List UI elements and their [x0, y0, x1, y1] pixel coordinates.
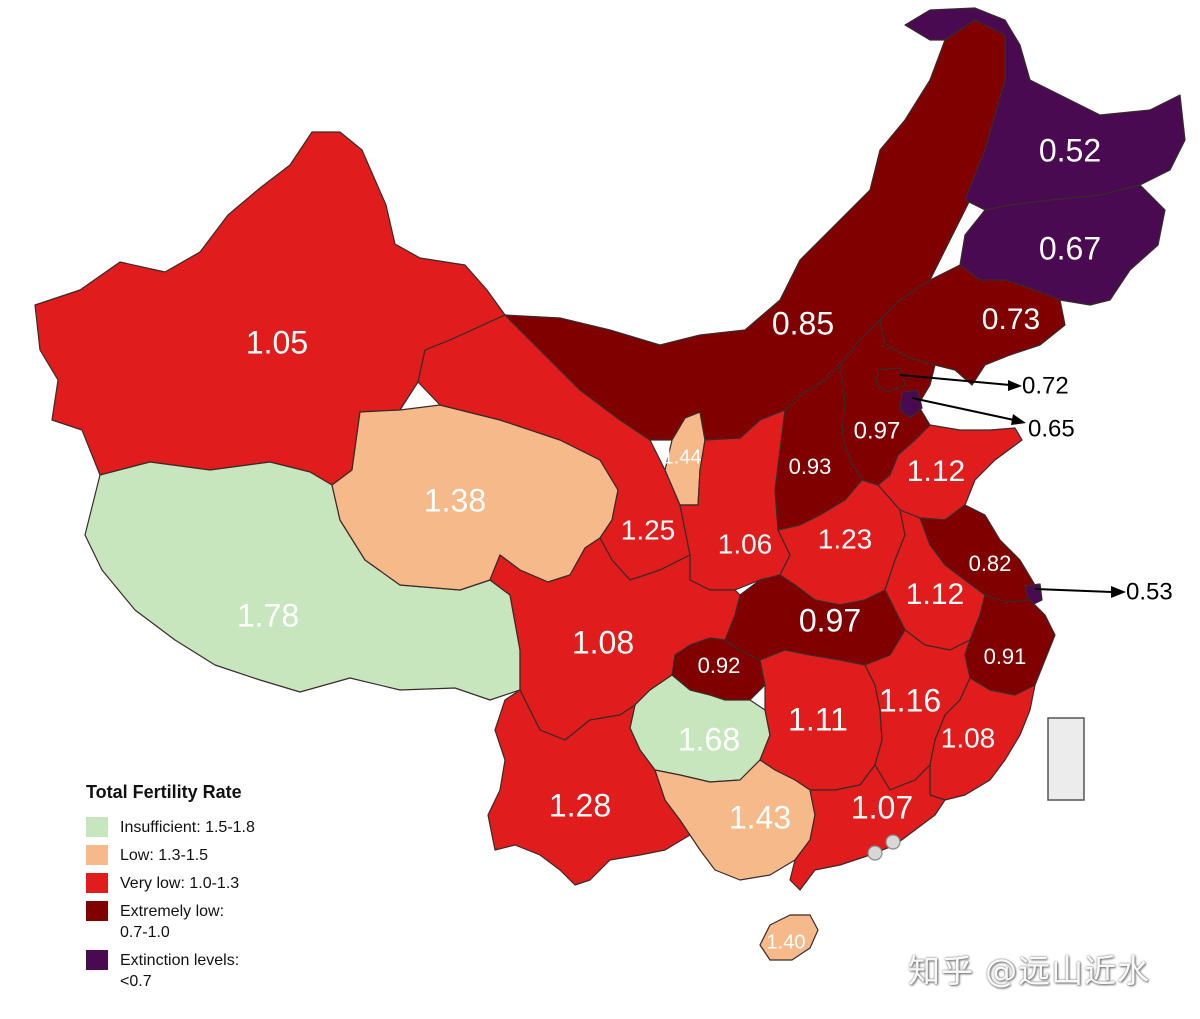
legend-swatch-extinction: [86, 950, 108, 970]
label-jiangxi: 1.16: [879, 682, 941, 718]
legend-label-very-low: Very low: 1.0-1.3: [120, 875, 240, 892]
callout-arrow-tianjin: [911, 397, 1015, 421]
label-hubei: 0.97: [799, 602, 861, 638]
label-ningxia: 1.44: [663, 446, 702, 468]
taiwan-placeholder: [1047, 717, 1085, 801]
macau-marker: [867, 845, 883, 861]
label-hebei: 0.97: [854, 417, 901, 444]
label-jiangsu: 0.82: [969, 551, 1012, 576]
region-tianjin[interactable]: [899, 389, 923, 419]
label-jilin: 0.67: [1039, 230, 1101, 266]
legend-item-extinction: Extinction levels: <0.7: [86, 950, 326, 992]
legend-label-extinction: Extinction levels: <0.7: [120, 952, 240, 990]
label-shanxi: 0.93: [789, 454, 832, 479]
legend-item-insufficient: Insufficient: 1.5-1.8: [86, 817, 326, 838]
label-fujian: 1.08: [941, 722, 996, 753]
label-xinjiang: 1.05: [246, 324, 308, 360]
legend-swatch-low: [86, 845, 108, 865]
label-guangdong: 1.07: [851, 789, 913, 825]
callout-arrowhead-shanghai: [1111, 586, 1126, 598]
region-hainan[interactable]: [759, 914, 819, 961]
legend-swatch-very-low: [86, 873, 108, 893]
label-inner-mongolia: 0.85: [772, 305, 834, 341]
legend-label-insufficient: Insufficient: 1.5-1.8: [120, 819, 255, 836]
label-hunan: 1.11: [788, 701, 848, 737]
region-guangdong[interactable]: [789, 764, 946, 891]
label-henan: 1.23: [818, 523, 873, 554]
callout-label-beijing: 0.72: [1022, 372, 1069, 399]
region-yunnan[interactable]: [487, 689, 691, 886]
callout-label-tianjin: 0.65: [1028, 415, 1075, 442]
legend-swatch-insufficient: [86, 817, 108, 837]
label-sichuan: 1.08: [572, 624, 634, 660]
region-beijing[interactable]: [875, 367, 906, 393]
label-liaoning: 0.73: [982, 303, 1040, 336]
legend: Total Fertility Rate Insufficient: 1.5-1…: [86, 782, 326, 999]
label-zhejiang: 0.91: [984, 644, 1027, 669]
legend-item-low: Low: 1.3-1.5: [86, 845, 326, 866]
callout-label-shanghai: 0.53: [1126, 578, 1173, 605]
legend-label-extremely-low: Extremely low: 0.7-1.0: [120, 903, 225, 941]
label-heilongjiang: 0.52: [1039, 132, 1101, 168]
label-tibet: 1.78: [237, 597, 299, 633]
label-shandong: 1.12: [907, 455, 965, 488]
legend-title: Total Fertility Rate: [86, 782, 242, 802]
label-chongqing: 0.92: [698, 653, 741, 678]
label-yunnan: 1.28: [549, 787, 611, 823]
legend-item-very-low: Very low: 1.0-1.3: [86, 873, 326, 894]
label-hainan: 1.40: [767, 931, 806, 953]
region-fujian[interactable]: [929, 677, 1036, 801]
legend-label-low: Low: 1.3-1.5: [120, 847, 209, 864]
label-shaanxi: 1.06: [718, 528, 773, 559]
label-qinghai: 1.38: [424, 482, 486, 518]
label-anhui: 1.12: [906, 578, 964, 611]
label-guizhou: 1.68: [678, 721, 740, 757]
callout-arrow-beijing: [899, 374, 1011, 386]
hong-kong-marker: [885, 834, 901, 850]
callout-arrowhead-tianjin: [1011, 414, 1026, 425]
region-inner-mongolia[interactable]: [504, 19, 1006, 441]
callout-arrow-shanghai: [1034, 588, 1113, 593]
legend-swatch-extremely-low: [86, 901, 108, 921]
callout-arrowhead-beijing: [1008, 380, 1022, 391]
label-gansu: 1.25: [621, 514, 676, 545]
label-guangxi: 1.43: [729, 799, 791, 835]
legend-item-extremely-low: Extremely low: 0.7-1.0: [86, 901, 326, 943]
watermark: 知乎 @远山近水: [908, 952, 1151, 990]
